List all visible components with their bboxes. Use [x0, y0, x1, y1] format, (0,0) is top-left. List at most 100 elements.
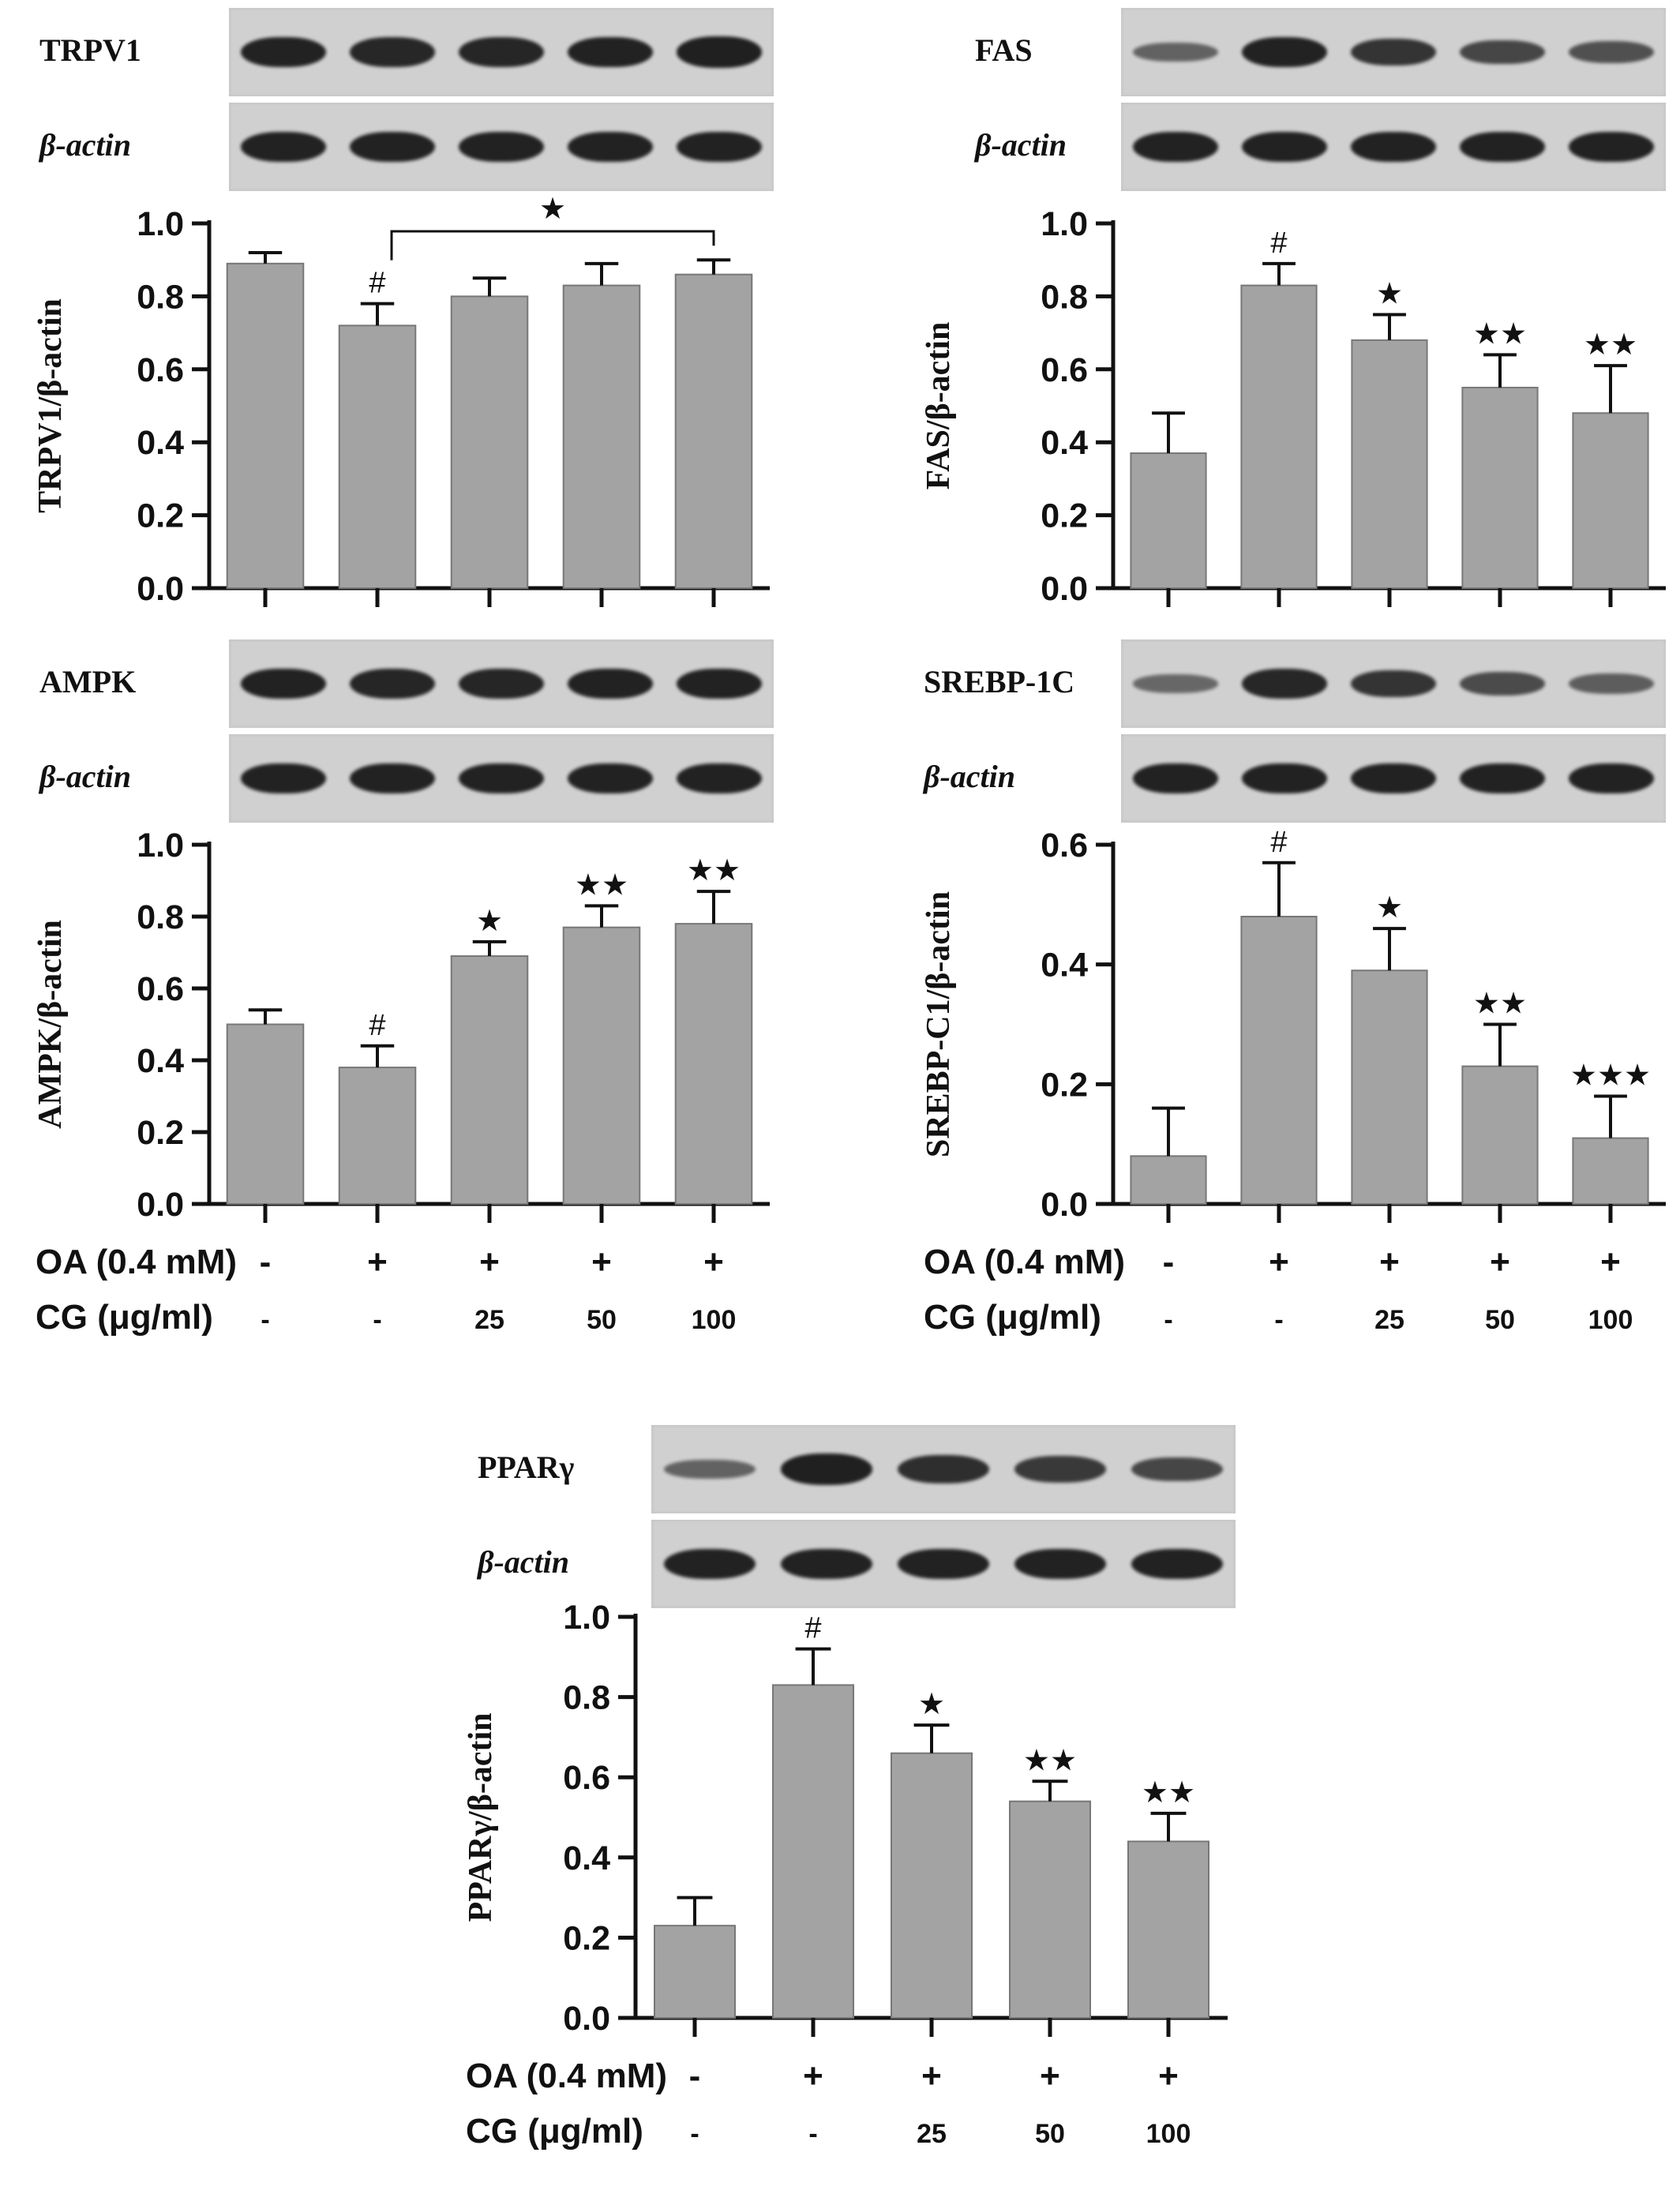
bar	[674, 273, 753, 589]
significance-label: ★	[1376, 891, 1403, 924]
y-tick-label: 0.8	[1041, 278, 1088, 316]
bar-chart: 0.00.20.40.60.81.0PPARγ/β-actin#★★★★★OA …	[463, 1599, 1228, 2151]
blot-label-actin: β-actin	[478, 1544, 570, 1580]
significance-label: #	[1270, 227, 1287, 260]
cg-label: CG (μg/ml)	[36, 1298, 213, 1337]
blot-band	[1351, 38, 1436, 66]
bar	[226, 262, 305, 589]
bar	[450, 955, 529, 1206]
blot-band	[350, 37, 435, 67]
significance-label: #	[1270, 826, 1287, 859]
significance-label: ★	[918, 1688, 945, 1721]
significance-label: ★★	[1142, 1776, 1195, 1809]
blot-target	[229, 8, 774, 96]
blot-band	[459, 668, 544, 699]
y-tick-label: 1.0	[137, 205, 184, 243]
blot-band	[1460, 763, 1545, 794]
oa-value: +	[367, 1243, 388, 1281]
significance-label: ★★	[1473, 988, 1527, 1021]
y-tick-label: 0.6	[137, 351, 184, 389]
cg-value: 50	[1035, 2119, 1065, 2149]
blot-label-actin: β-actin	[39, 759, 132, 794]
y-axis-label: TRPV1/β-actin	[32, 298, 69, 513]
blot-label-actin: β-actin	[924, 759, 1016, 794]
bracket-label: ★	[539, 193, 566, 226]
oa-value: -	[260, 1243, 272, 1281]
y-tick-label: 0.4	[137, 424, 184, 462]
blot-band	[1569, 763, 1654, 794]
blot-band	[1133, 763, 1218, 794]
bar	[1240, 916, 1318, 1205]
significance-label: ★	[476, 905, 503, 938]
bar	[674, 923, 753, 1205]
y-tick-label: 0.8	[137, 898, 184, 936]
blot-band	[677, 131, 762, 163]
cg-value: -	[808, 2119, 817, 2149]
blot-band	[781, 1453, 872, 1485]
bar	[1127, 1840, 1209, 2019]
cg-value: 100	[692, 1305, 737, 1335]
bar	[891, 1752, 973, 2019]
bar	[338, 1067, 417, 1205]
blot-band	[1133, 42, 1218, 62]
blot-label-actin: β-actin	[975, 127, 1067, 163]
bar	[226, 1023, 305, 1205]
bar	[1461, 386, 1539, 589]
oa-value: +	[1379, 1243, 1400, 1281]
significance-label: ★★	[1473, 317, 1527, 351]
blot-band	[1242, 131, 1327, 163]
blot-band	[677, 763, 762, 794]
cg-value: 25	[1374, 1305, 1404, 1335]
oa-value: +	[591, 1243, 612, 1281]
y-tick-label: 0.2	[563, 1919, 610, 1957]
significance-label: #	[369, 1009, 385, 1042]
cg-label: CG (μg/ml)	[466, 2112, 643, 2151]
y-tick-label: 0.2	[137, 497, 184, 535]
oa-value: +	[1269, 1243, 1289, 1281]
significance-label: #	[804, 1612, 821, 1645]
blot-band	[350, 763, 435, 794]
oa-label: OA (0.4 mM)	[924, 1243, 1125, 1281]
blot-band	[1131, 1457, 1223, 1482]
blot-band	[1014, 1548, 1106, 1580]
cg-value: 100	[1588, 1305, 1633, 1335]
blot-band	[1131, 1548, 1223, 1580]
blot-target	[229, 639, 774, 728]
blot-band	[781, 1548, 872, 1580]
y-tick-label: 0.6	[1041, 351, 1088, 389]
blot-band	[568, 668, 653, 699]
y-tick-label: 0.4	[1041, 424, 1088, 462]
blot-band	[1460, 39, 1545, 65]
blot-band	[241, 36, 326, 68]
blot-band	[664, 1459, 756, 1479]
oa-value: -	[689, 2057, 701, 2095]
blot-band	[1569, 673, 1654, 694]
oa-label: OA (0.4 mM)	[36, 1243, 237, 1281]
blot-label-target: PPARγ	[478, 1449, 575, 1485]
blot-band	[1569, 131, 1654, 163]
bar	[1009, 1800, 1091, 2019]
y-axis-label: FAS/β-actin	[921, 322, 957, 490]
bar	[338, 324, 417, 589]
blot-band	[241, 131, 326, 163]
blot-actin	[1121, 103, 1666, 191]
blot-actin	[229, 734, 774, 823]
y-axis-label: AMPK/β-actin	[32, 920, 69, 1129]
significance-label: ★	[1376, 278, 1403, 311]
significance-label: ★★★	[1570, 1059, 1651, 1093]
y-tick-label: 0.0	[1041, 1186, 1088, 1224]
cg-value: -	[1164, 1305, 1172, 1335]
bar	[1351, 339, 1428, 589]
blot-band	[677, 36, 762, 68]
y-tick-label: 0.4	[137, 1042, 184, 1080]
y-tick-label: 0.2	[1041, 1066, 1088, 1104]
oa-value: +	[703, 1243, 724, 1281]
significance-label: ★★	[1023, 1744, 1077, 1777]
cg-value: 50	[587, 1305, 617, 1335]
blot-band	[1242, 669, 1327, 699]
blot-band	[568, 131, 653, 163]
y-tick-label: 0.0	[137, 1186, 184, 1224]
